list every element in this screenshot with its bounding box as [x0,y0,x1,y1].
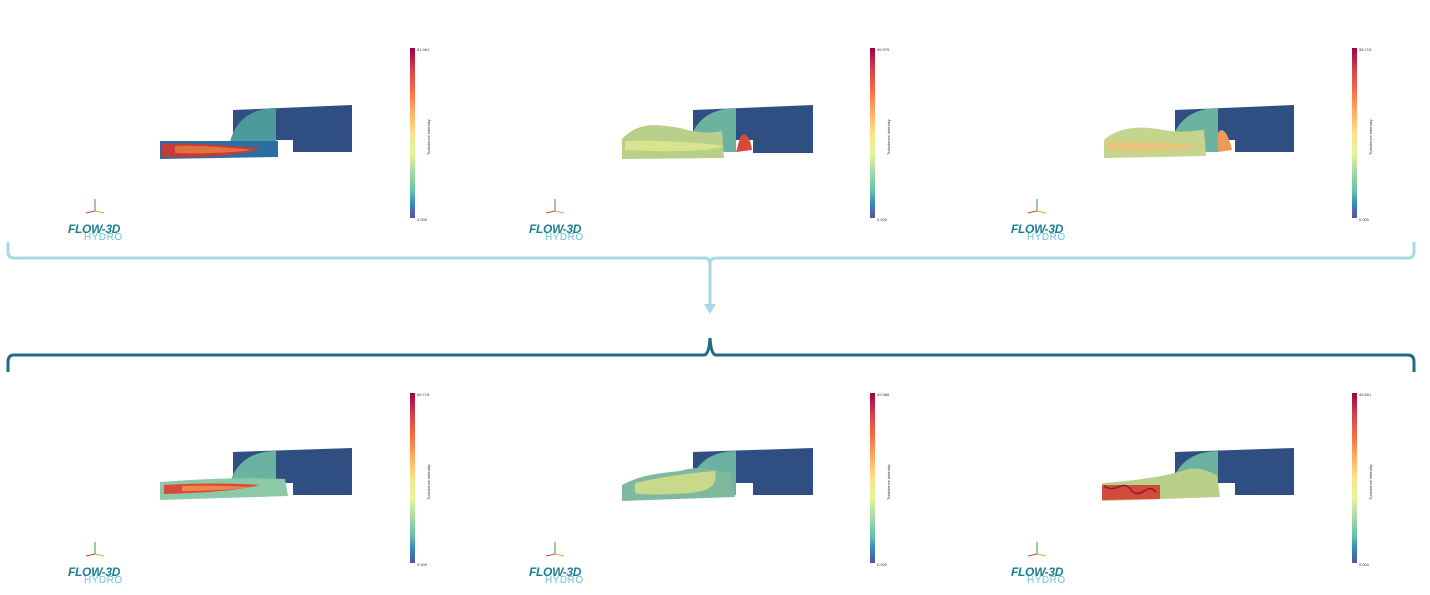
simulation-panel-2: 49.979 0.000 Turbulence intensity [460,0,900,240]
simulation-panel-6: 49.601 0.000 Turbulence intensity [942,345,1382,585]
colorbar [870,48,875,218]
flow3d-hydro-logo: FLOW-3D HYDRO [68,565,123,586]
simulation-render-3 [1104,105,1294,158]
simulation-panel-3: 58.715 0.000 Turbulence intensity [942,0,1382,240]
axis-triad-icon [80,540,110,564]
simulation-panel-4: 69.715 0.000 Turbulence intensity [0,345,440,585]
top-brace [6,242,1416,305]
axis-triad-icon [1022,540,1052,564]
colorbar-min: 0.000 [877,562,888,567]
bottom-brace [6,337,1416,372]
colorbar-min: 0.000 [1359,217,1370,222]
colorbar-max: 49.986 [877,392,890,397]
simulation-panel-1: 81.061 0.000 Turbulence intensity [0,0,440,240]
colorbar-min: 0.000 [877,217,888,222]
flow3d-hydro-logo: FLOW-3D HYDRO [529,222,584,243]
axis-triad-icon [1022,197,1052,221]
colorbar-min: 0.000 [417,562,428,567]
colorbar [410,393,415,563]
colorbar-max: 49.979 [877,47,890,52]
simulation-render-2 [622,105,813,159]
colorbar [1352,48,1357,218]
flow3d-hydro-logo: FLOW-3D HYDRO [1011,222,1066,243]
simulation-render-6 [1102,448,1294,501]
colorbar [410,48,415,218]
colorbar-max: 49.601 [1359,392,1372,397]
flow3d-hydro-logo: FLOW-3D HYDRO [68,222,123,243]
colorbar-min: 0.000 [1359,562,1370,567]
down-arrow-icon [704,304,716,314]
colorbar-min: 0.000 [417,217,428,222]
simulation-render-1 [160,105,352,159]
flow3d-hydro-logo: FLOW-3D HYDRO [1011,565,1066,586]
colorbar [870,393,875,563]
simulation-render-4 [160,448,352,500]
simulation-render-5 [622,448,813,501]
colorbar-max: 58.715 [1359,47,1372,52]
colorbar [1352,393,1357,563]
axis-triad-icon [80,197,110,221]
flow3d-hydro-logo: FLOW-3D HYDRO [529,565,584,586]
axis-triad-icon [540,197,570,221]
simulation-panel-5: 49.986 0.000 Turbulence intensity [460,345,900,585]
axis-triad-icon [540,540,570,564]
colorbar-max: 81.061 [417,47,430,52]
colorbar-max: 69.715 [417,392,430,397]
